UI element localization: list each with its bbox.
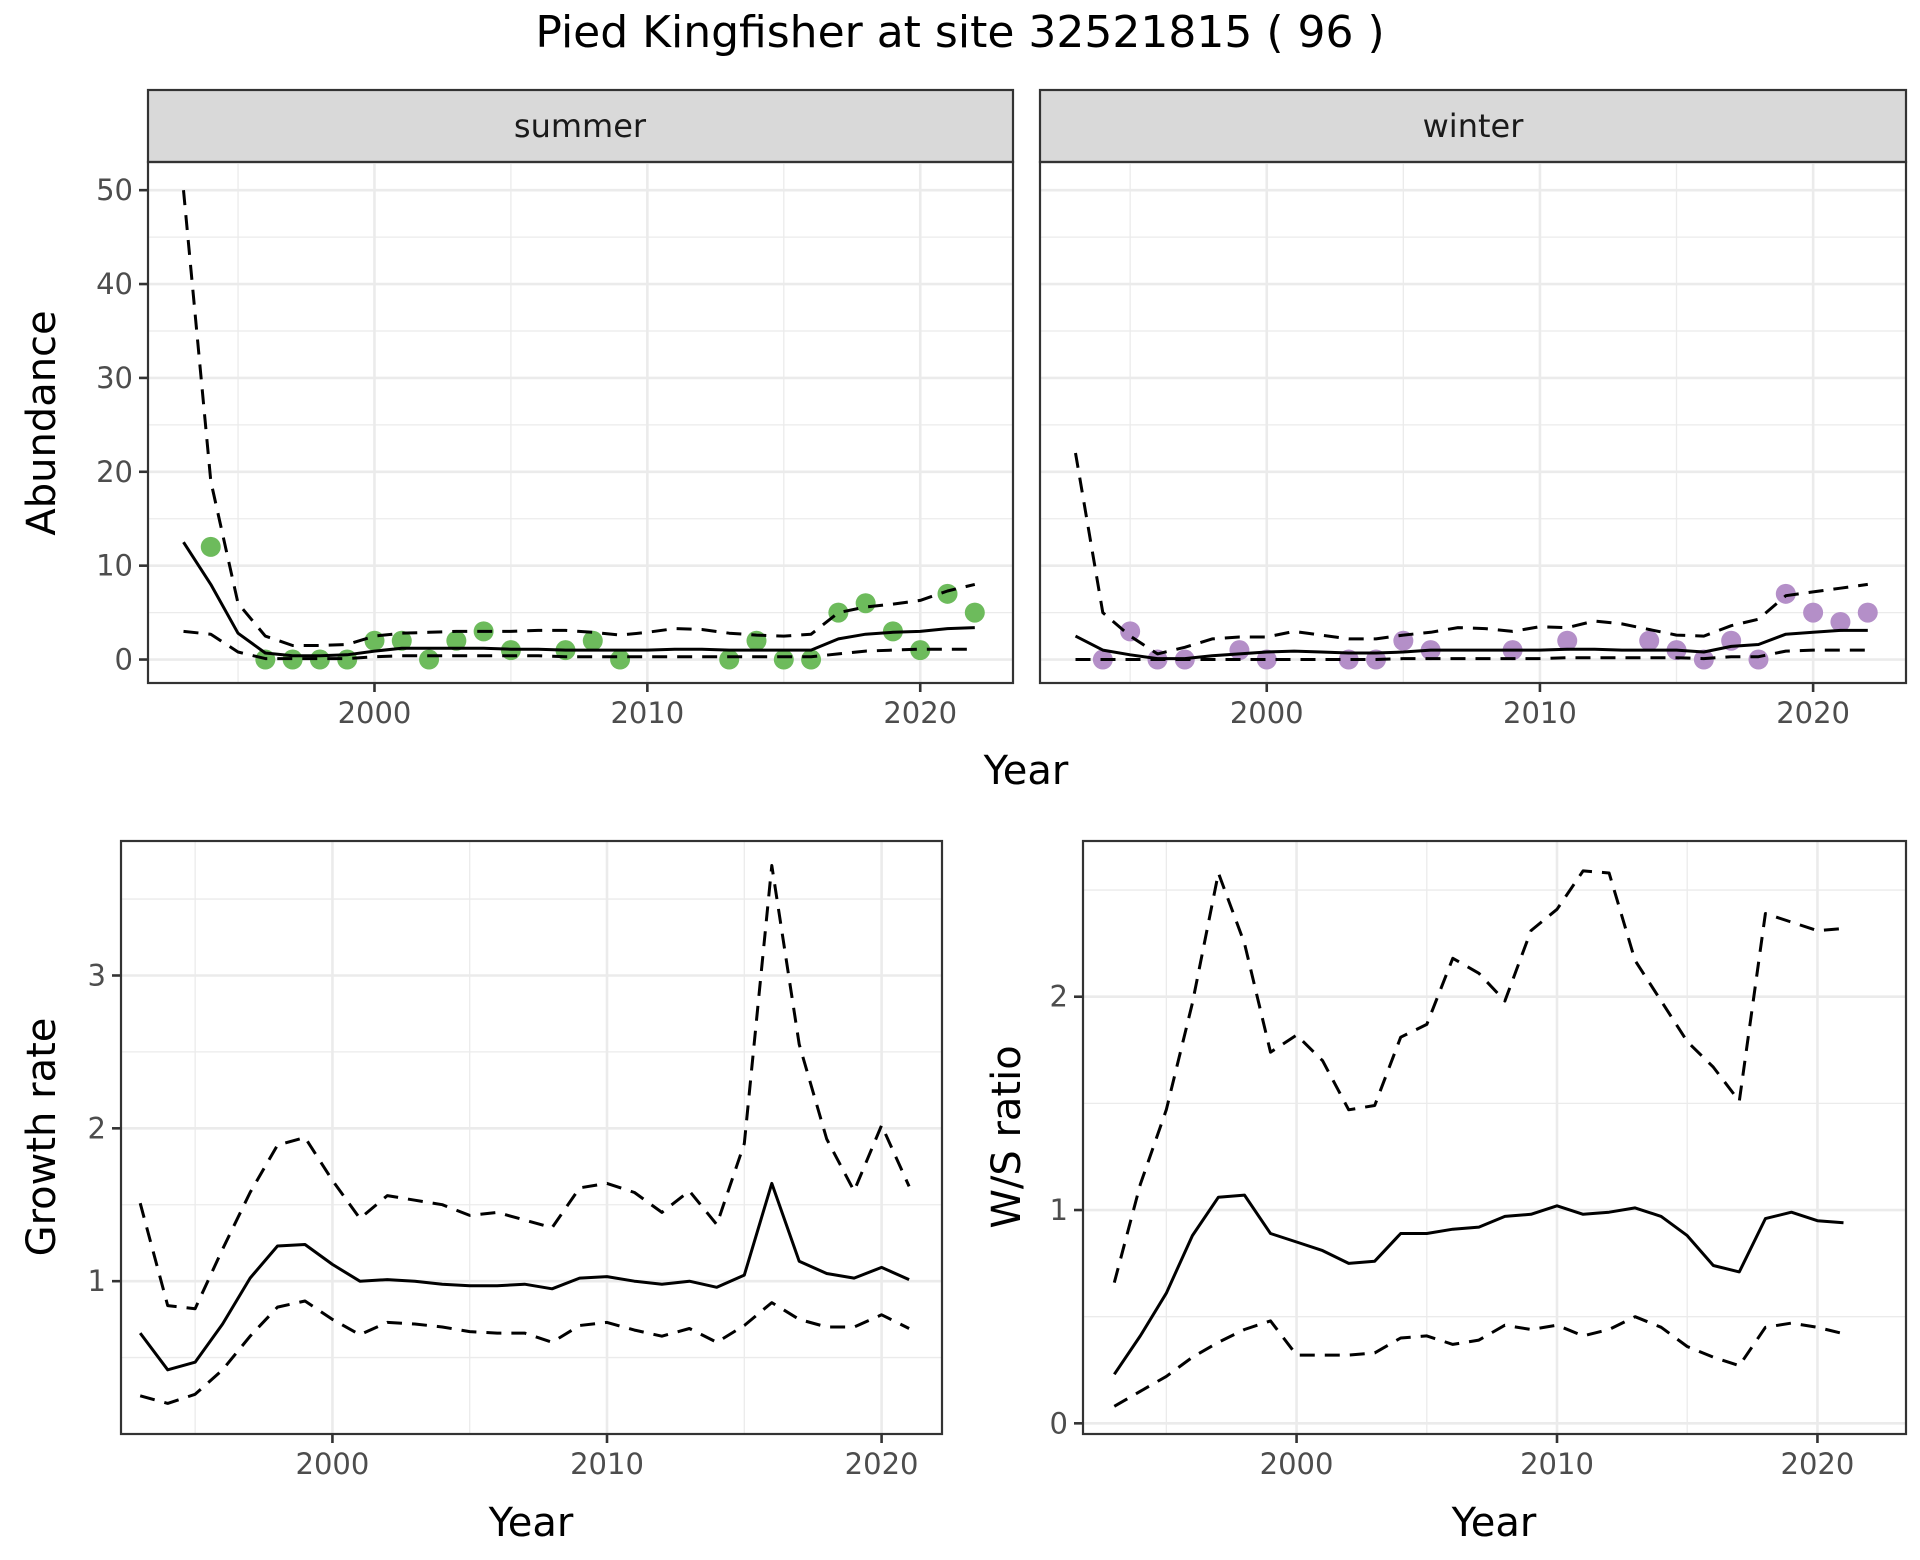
abundance-summer-y-tick-label: 0 [115, 643, 133, 677]
abundance-summer-y-tick-label: 10 [96, 549, 133, 583]
abundance-summer-point [200, 536, 221, 557]
abundance-summer-point [582, 630, 603, 651]
growth-y-tick-label: 1 [88, 1264, 106, 1298]
ws_ratio-x-tick-label: 2000 [1260, 1447, 1334, 1481]
abundance-winter-mean-line [1074, 628, 1868, 661]
facet-strip-winter [1038, 88, 1908, 164]
facet-label-summer: summer [514, 107, 647, 145]
abundance-summer-point [719, 649, 740, 670]
abundance-winter-x-tick-label: 2000 [1230, 696, 1304, 730]
abundance-winter-point [1748, 649, 1769, 670]
abundance-summer-point [964, 602, 985, 623]
abundance-y-axis-title: Abundance [19, 310, 65, 535]
abundance-summer-point [773, 649, 794, 670]
abundance-winter-point [1557, 630, 1578, 651]
abundance-summer-x-tick-label: 2020 [883, 696, 957, 730]
abundance-summer-mean-line [182, 541, 975, 658]
abundance-summer-y-tick-label: 50 [96, 173, 133, 207]
ws_ratio-x-tick-label: 2020 [1781, 1447, 1855, 1481]
abundance-summer-point [910, 640, 931, 661]
growth-x-tick-label: 2000 [296, 1447, 370, 1481]
abundance-winter-x-tick-label: 2020 [1776, 696, 1850, 730]
abundance-winter-point [1775, 583, 1796, 604]
abundance-summer-point [937, 583, 958, 604]
abundance-summer-point [446, 630, 467, 651]
abundance-summer-lower-line [183, 629, 975, 661]
abundance-winter-point [1338, 649, 1359, 670]
abundance-winter-x-tick-label: 2010 [1503, 696, 1577, 730]
abundance-winter-point [1229, 640, 1250, 661]
abundance-summer-y-tick-label: 20 [96, 455, 133, 489]
ws-ratio-y-axis-title: W/S ratio [984, 1045, 1030, 1228]
abundance-winter-lower-line [1075, 648, 1868, 661]
abundance-winter-point [1803, 602, 1824, 623]
abundance-summer-x-tick-label: 2010 [610, 696, 684, 730]
ws_ratio-lower-line [1113, 1315, 1844, 1408]
abundance-winter-upper-line [1074, 452, 1869, 656]
abundance-summer-point [391, 630, 412, 651]
ws_ratio-x-tick-label: 2010 [1520, 1447, 1594, 1481]
growth-mean-line [138, 1181, 910, 1372]
abundance-summer-y-tick-label: 30 [96, 361, 133, 395]
abundance-summer-x-tick-label: 2000 [338, 696, 412, 730]
facet-strip-summer [146, 88, 1015, 164]
growth-x-tick-label: 2010 [570, 1447, 644, 1481]
abundance-summer-point [855, 593, 876, 614]
abundance-winter-point [1857, 602, 1878, 623]
ws_ratio-y-tick-label: 2 [1050, 980, 1068, 1014]
ws_ratio-y-tick-label: 0 [1050, 1406, 1068, 1440]
abundance-x-axis-title: Year [983, 748, 1069, 794]
facet-label-winter: winter [1423, 107, 1525, 145]
growth-y-tick-label: 2 [88, 1111, 106, 1145]
growth-x-axis-title: Year [488, 1500, 574, 1546]
abundance-summer-upper-line [182, 190, 976, 647]
abundance-winter-point [1256, 649, 1277, 670]
growth-y-tick-label: 3 [88, 958, 106, 992]
ws_ratio-y-tick-label: 1 [1050, 1193, 1068, 1227]
ws_ratio-panel-border [1081, 839, 1908, 1436]
abundance-summer-point [610, 649, 631, 670]
growth-x-tick-label: 2020 [845, 1447, 919, 1481]
ws_ratio-upper-line [1112, 869, 1844, 1283]
ws-ratio-x-axis-title: Year [1451, 1500, 1537, 1546]
abundance-summer-point [419, 649, 440, 670]
abundance-summer-point [801, 649, 822, 670]
chart-title: Pied Kingfisher at site 32521815 ( 96 ) [535, 7, 1384, 58]
ws_ratio-mean-line [1113, 1193, 1844, 1376]
growth-lower-line [139, 1299, 910, 1405]
abundance-winter-point [1120, 621, 1141, 642]
abundance-winter-point [1830, 611, 1851, 632]
growth-y-axis-title: Growth rate [19, 1018, 65, 1257]
abundance-summer-panel-border [146, 160, 1015, 685]
abundance-winter-panel-border [1038, 160, 1908, 685]
abundance-winter-point [1639, 630, 1660, 651]
growth-panel-border [119, 839, 944, 1436]
abundance-summer-point [364, 630, 385, 651]
abundance-summer-y-tick-label: 40 [96, 267, 133, 301]
